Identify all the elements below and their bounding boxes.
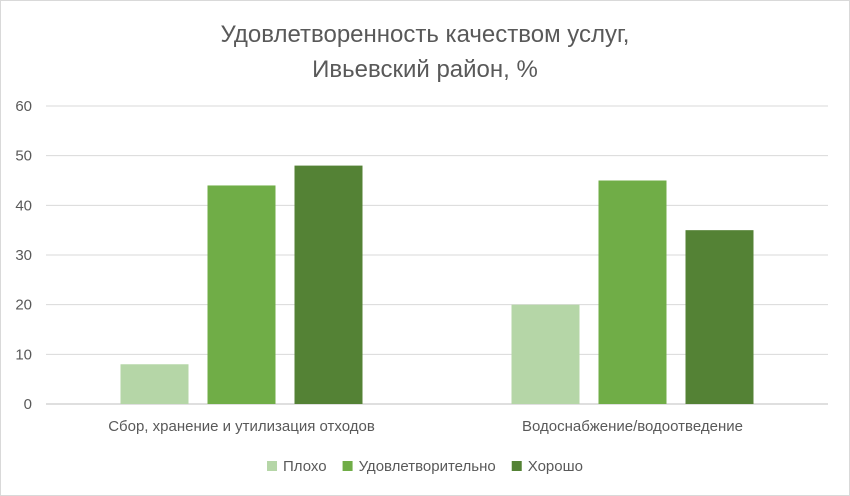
y-tick-label: 60 [15, 98, 32, 115]
y-tick-label: 30 [15, 247, 32, 264]
y-tick-label: 40 [15, 197, 32, 214]
legend-swatch [511, 461, 522, 471]
legend: Плохо Удовлетворительно Хорошо [267, 458, 583, 475]
legend-label: Удовлетворительно [359, 458, 496, 475]
legend-swatch [267, 461, 278, 471]
bar [207, 185, 276, 404]
chart-title-line-2: Ивьевский район, % [312, 56, 538, 83]
chart-title: Удовлетворенность качеством услуг, Ивьев… [221, 21, 630, 83]
x-tick-label: Сбор, хранение и утилизация отходов [108, 418, 375, 435]
bars [120, 165, 754, 404]
bar [120, 364, 189, 404]
legend-label: Плохо [283, 458, 327, 475]
y-tick-label: 50 [15, 148, 32, 165]
y-tick-label: 10 [15, 346, 32, 363]
bar [511, 304, 580, 404]
bar [294, 165, 363, 404]
y-tick-label: 20 [15, 297, 32, 314]
chart-title-line-1: Удовлетворенность качеством услуг, [221, 21, 630, 48]
legend-swatch [342, 461, 353, 471]
y-tick-label: 0 [24, 396, 32, 413]
bar [685, 230, 754, 404]
x-tick-label: Водоснабжение/водоотведение [522, 418, 743, 435]
bar [598, 180, 667, 404]
x-axis-labels: Сбор, хранение и утилизация отходов Водос… [108, 418, 743, 435]
legend-label: Хорошо [528, 458, 583, 475]
y-axis-ticks: 0 10 20 30 40 50 60 [15, 98, 32, 413]
